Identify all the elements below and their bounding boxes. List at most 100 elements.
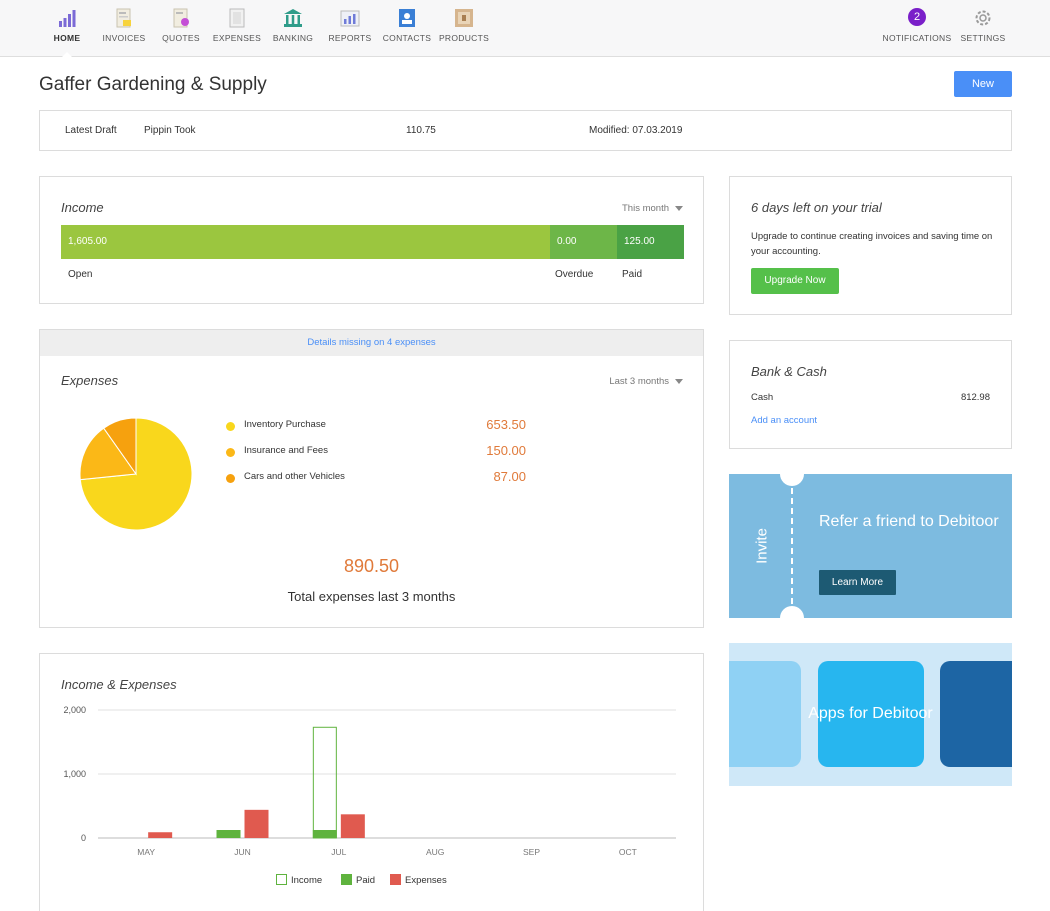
income-paid-segment[interactable]: 125.00 [617,225,684,259]
nav-invoices[interactable]: INVOICES [89,0,159,57]
caret-down-icon [675,205,683,211]
draft-modified: Modified: 07.03.2019 [589,125,683,136]
draft-label: Latest Draft [65,125,117,136]
y-tick-label: 0 [81,833,86,843]
refer-friend-banner[interactable]: Invite Refer a friend to Debitoor Learn … [729,474,1012,618]
top-navigation: HOME INVOICES QUOTES EXPENSES BANKING [0,0,1050,58]
trial-card: 6 days left on your trial Upgrade to con… [729,176,1012,315]
learn-more-button[interactable]: Learn More [819,570,896,595]
draft-amount: 110.75 [406,125,436,136]
y-tick-label: 1,000 [63,769,86,779]
income-period-dropdown[interactable]: This month [622,203,683,214]
ticket-notch [780,606,804,618]
nav-notifications[interactable]: 2 NOTIFICATIONS [872,0,962,57]
income-period-label: This month [622,203,669,214]
pie-slice[interactable] [79,427,137,481]
legend-label: Income [291,875,322,886]
income-overdue-label: Overdue [555,269,594,280]
expense-category-label: Insurance and Fees [244,445,328,456]
quote-icon [173,8,189,28]
nav-home[interactable]: HOME [32,0,102,58]
legend-dot-icon [226,448,235,457]
product-box-icon [455,9,473,27]
page-title: Gaffer Gardening & Supply [39,74,267,95]
apps-banner[interactable]: Apps for Debitoor [729,643,1012,786]
paid-bar[interactable] [312,830,337,838]
nav-notifications-label: NOTIFICATIONS [882,33,952,43]
expenses-bar[interactable] [148,832,173,838]
expense-legend-row: Inventory Purchase 653.50 [226,417,526,437]
nav-reports-label: REPORTS [328,33,372,43]
expense-category-label: Cars and other Vehicles [244,471,345,482]
expenses-bar[interactable] [244,809,269,838]
bank-icon [284,9,302,27]
x-tick-label: JUN [234,847,251,857]
expense-category-value: 150.00 [486,443,526,458]
expenses-total: 890.50 [343,556,400,576]
expenses-total-label: Total expenses last 3 months [287,589,456,604]
legend-swatch [390,874,401,885]
bank-account-balance: 812.98 [960,392,990,403]
nav-expenses[interactable]: EXPENSES [202,0,272,57]
notification-count-badge: 2 [908,8,926,26]
receipt-icon [229,8,245,28]
trial-description: Upgrade to continue creating invoices an… [751,231,993,257]
nav-reports[interactable]: REPORTS [315,0,385,57]
x-tick-label: SEP [523,847,540,857]
nav-settings[interactable]: SETTINGS [948,0,1018,57]
nav-contacts[interactable]: CONTACTS [372,0,442,57]
caret-down-icon [675,378,683,384]
income-card: Income This month 1,605.00 0.00 125.00 O… [39,176,704,304]
upgrade-now-button[interactable]: Upgrade Now [751,268,839,294]
x-tick-label: MAY [137,847,155,857]
expense-legend-row: Insurance and Fees 150.00 [226,443,526,463]
home-bars-icon [59,10,76,27]
expenses-title: Expenses [61,373,119,388]
add-account-link[interactable]: Add an account [751,415,818,426]
legend-dot-icon [226,422,235,431]
income-open-label: Open [68,269,93,280]
income-title: Income [61,200,104,215]
nav-contacts-label: CONTACTS [382,33,432,43]
paid-bar[interactable] [216,830,241,838]
ticket-divider [791,488,793,604]
expenses-missing-details-link[interactable]: Details missing on 4 expenses [40,330,703,356]
legend-label: Expenses [405,875,447,886]
bank-account-name: Cash [751,392,774,403]
income-bar: 1,605.00 0.00 125.00 [61,225,684,259]
expense-category-value: 87.00 [493,469,526,484]
chart-title: Income & Expenses [61,677,177,692]
apps-title: Apps for Debitoor [808,705,933,722]
report-chart-icon [340,10,360,27]
legend-label: Paid [356,875,375,886]
income-overdue-segment[interactable]: 0.00 [550,225,617,259]
income-paid-label: Paid [622,269,643,280]
nav-banking[interactable]: BANKING [258,0,328,57]
nav-quotes[interactable]: QUOTES [146,0,216,57]
income-bar[interactable] [312,726,337,839]
latest-draft-row[interactable]: Latest Draft Pippin Took 110.75 Modified… [39,110,1012,151]
invoice-icon [116,8,131,28]
legend-swatch [341,874,352,885]
pie-slice[interactable] [103,417,137,476]
expenses-pie-chart [79,417,193,531]
nav-products[interactable]: PRODUCTS [429,0,499,57]
app-tile [729,661,801,767]
income-open-segment[interactable]: 1,605.00 [61,225,550,259]
expenses-card: Details missing on 4 expenses Expenses L… [39,329,704,628]
refer-title: Refer a friend to Debitoor [819,513,999,530]
nav-quotes-label: QUOTES [162,33,200,43]
expenses-period-dropdown[interactable]: Last 3 months [609,376,683,387]
expenses-bar[interactable] [340,814,365,838]
nav-home-label: HOME [53,33,81,43]
ticket-notch [780,474,804,486]
trial-title: 6 days left on your trial [751,200,882,215]
nav-banking-label: BANKING [272,33,314,43]
new-button[interactable]: New [954,71,1012,97]
x-tick-label: JUL [331,847,346,857]
income-expenses-card: Income & Expenses 2,000 1,000 0 MAY JUN JUL AU… [39,653,704,911]
legend-swatch [276,874,287,885]
x-tick-label: AUG [426,847,444,857]
nav-products-label: PRODUCTS [438,33,490,43]
app-tile [818,661,924,767]
